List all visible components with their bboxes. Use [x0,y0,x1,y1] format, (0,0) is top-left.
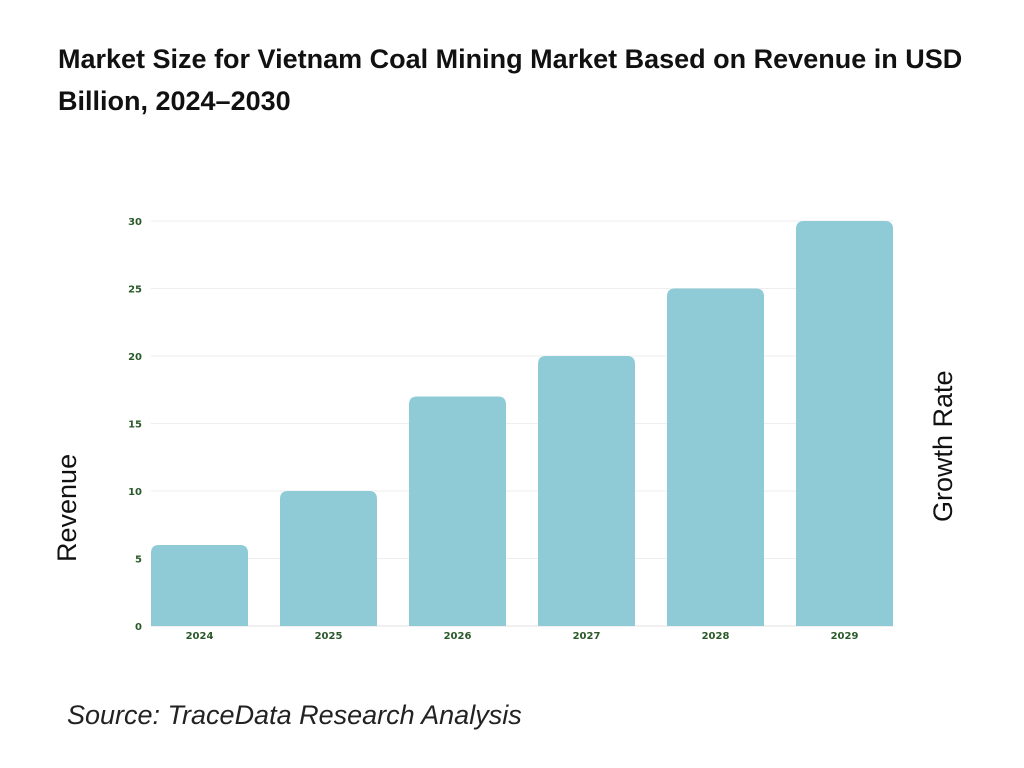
bar [409,396,506,626]
bar [538,356,635,626]
x-tick-label: 2027 [573,631,601,642]
bar [151,545,248,626]
y-tick-label: 10 [128,487,142,498]
chart-title: Market Size for Vietnam Coal Mining Mark… [58,44,963,116]
y-tick-label: 5 [135,555,142,566]
y-tick-label: 15 [128,420,142,431]
y-tick-label: 0 [135,622,142,633]
x-tick-label: 2029 [831,631,859,642]
y-tick-label: 30 [128,217,142,228]
secondary-axis-label-text: Growth Rate [928,370,958,522]
bar [280,491,377,626]
bar [796,221,893,626]
source-note: Source: TraceData Research Analysis [67,700,522,730]
y-axis-label-text: Revenue [52,453,82,562]
y-tick-label: 20 [128,352,142,363]
bar [667,288,764,626]
x-tick-label: 2024 [186,631,214,642]
x-tick-label: 2028 [702,631,730,642]
x-tick-label: 2026 [444,631,472,642]
x-tick-label: 2025 [315,631,343,642]
y-tick-label: 25 [128,285,142,296]
